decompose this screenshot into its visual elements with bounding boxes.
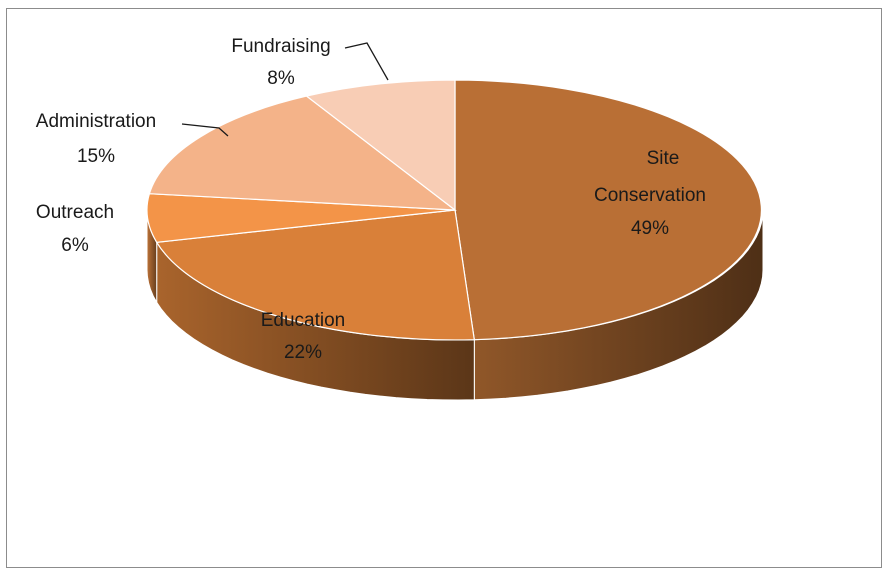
slice-label-fund: Fundraising [231, 36, 330, 57]
slice-label-site-line2: Conservation [594, 185, 706, 206]
slice-label-edu: Education [261, 310, 346, 331]
slice-value-site: 49% [631, 218, 669, 239]
pie-slice-site [454, 79, 763, 341]
pie-sides [146, 209, 764, 401]
leader-lines [181, 42, 389, 137]
slice-labels: Site Conservation 49% Education 22% Outreach 6… [36, 36, 706, 363]
leader-line-fund [344, 42, 389, 81]
slice-value-edu: 22% [284, 342, 322, 363]
slice-value-adm: 15% [77, 146, 115, 167]
pie-slice-edu [155, 209, 475, 341]
slice-value-out: 6% [61, 235, 89, 256]
leader-line-adm [181, 123, 229, 137]
slice-value-fund: 8% [267, 68, 295, 89]
pie-top-faces [146, 79, 763, 341]
pie-slice-fund [305, 79, 456, 212]
slice-label-out: Outreach [36, 202, 114, 223]
slice-label-adm: Administration [36, 111, 156, 132]
slice-label-site-line1: Site [647, 148, 680, 169]
pie-slice-adm [148, 95, 457, 211]
